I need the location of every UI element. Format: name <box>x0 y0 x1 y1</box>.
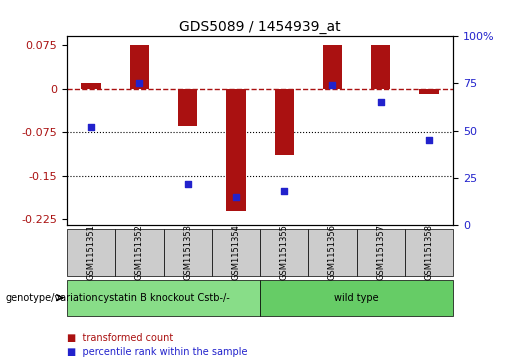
Text: GSM1151351: GSM1151351 <box>87 224 96 280</box>
Point <box>329 82 337 88</box>
Point <box>87 124 95 130</box>
Bar <box>419 89 439 94</box>
Text: genotype/variation: genotype/variation <box>5 293 98 303</box>
Text: GSM1151354: GSM1151354 <box>231 224 241 280</box>
Point <box>425 137 433 143</box>
Text: ■  transformed count: ■ transformed count <box>67 333 173 343</box>
Bar <box>130 45 149 89</box>
Text: wild type: wild type <box>334 293 379 303</box>
Point <box>183 181 192 187</box>
Point <box>135 81 144 86</box>
Bar <box>81 83 101 89</box>
Text: GSM1151353: GSM1151353 <box>183 224 192 280</box>
Point <box>376 99 385 105</box>
Bar <box>178 89 197 126</box>
Text: cystatin B knockout Cstb-/-: cystatin B knockout Cstb-/- <box>98 293 229 303</box>
Bar <box>371 45 390 89</box>
Text: GSM1151356: GSM1151356 <box>328 224 337 280</box>
Point <box>280 188 288 194</box>
Text: GSM1151357: GSM1151357 <box>376 224 385 280</box>
Text: GSM1151358: GSM1151358 <box>424 224 434 280</box>
Text: ■  percentile rank within the sample: ■ percentile rank within the sample <box>67 347 247 357</box>
Text: GSM1151355: GSM1151355 <box>280 224 289 280</box>
Bar <box>226 89 246 211</box>
Bar <box>274 89 294 155</box>
Title: GDS5089 / 1454939_at: GDS5089 / 1454939_at <box>179 20 341 34</box>
Bar <box>323 45 342 89</box>
Point <box>232 194 240 200</box>
Text: GSM1151352: GSM1151352 <box>135 224 144 280</box>
